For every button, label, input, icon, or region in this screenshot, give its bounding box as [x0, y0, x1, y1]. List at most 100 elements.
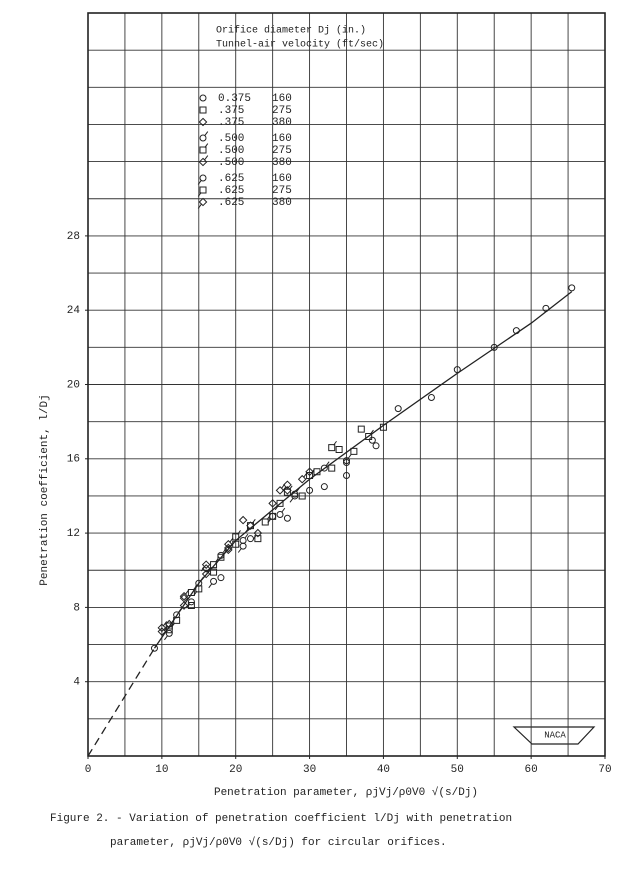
- data-point: [239, 533, 249, 544]
- x-tick-label: 70: [598, 764, 611, 776]
- y-tick-label: 28: [67, 231, 80, 243]
- data-point: [164, 619, 174, 631]
- legend-velocity: 160: [272, 93, 292, 105]
- legend-velocity: 275: [272, 145, 292, 157]
- legend-velocity: 380: [272, 197, 292, 209]
- legend-velocity: 380: [272, 157, 292, 169]
- legend-diameter: .500: [218, 145, 244, 157]
- y-tick-label: 8: [73, 602, 80, 614]
- caption-line: Figure 2. - Variation of penetration coe…: [50, 813, 512, 825]
- legend-marker: [199, 94, 207, 102]
- data-point: [490, 343, 498, 351]
- legend-diameter: 0.375: [218, 93, 251, 105]
- data-point: [157, 621, 168, 633]
- legend-diameter: .625: [218, 185, 244, 197]
- data-point: [542, 304, 550, 312]
- data-point: [150, 644, 158, 652]
- data-point: [246, 535, 254, 543]
- x-tick-label: 60: [525, 764, 538, 776]
- legend-marker: [198, 155, 209, 167]
- data-point: [245, 522, 254, 533]
- data-point: [210, 568, 218, 576]
- data-point: [267, 512, 277, 524]
- data-point: [193, 585, 203, 596]
- data-point: [379, 423, 387, 431]
- data-point: [252, 528, 263, 540]
- legend-marker: [198, 117, 208, 127]
- data-point: [311, 468, 321, 479]
- data-point: [224, 537, 234, 549]
- fit-line: [153, 291, 573, 649]
- legend-diameter: .500: [218, 133, 244, 145]
- legend-header: Tunnel-air velocity (ft/sec): [216, 39, 384, 51]
- y-axis-label: Penetration coefficient, l/Dj: [39, 394, 51, 585]
- data-point: [453, 366, 461, 374]
- data-point: [171, 616, 181, 628]
- data-point: [232, 530, 241, 541]
- data-point: [289, 492, 299, 503]
- legend-marker: [197, 174, 207, 185]
- legend-marker: [199, 131, 209, 142]
- x-tick-label: 0: [85, 764, 92, 776]
- data-point: [238, 515, 248, 525]
- legend-diameter: .625: [218, 173, 244, 185]
- data-point: [320, 461, 330, 472]
- data-point: [200, 560, 211, 572]
- data-point: [223, 543, 233, 555]
- data-point: [427, 394, 435, 401]
- data-point: [275, 483, 286, 495]
- data-point: [343, 472, 351, 479]
- y-tick-label: 20: [67, 379, 80, 391]
- data-point: [283, 514, 291, 522]
- legend-marker: [197, 197, 208, 209]
- data-point: [283, 485, 293, 496]
- data-point: [343, 453, 352, 465]
- data-point: [179, 589, 190, 601]
- logo: NACA: [544, 730, 566, 740]
- data-point: [335, 446, 343, 454]
- data-point: [282, 480, 292, 492]
- data-point: [372, 442, 380, 450]
- data-point: [298, 492, 306, 500]
- data-point: [328, 464, 336, 472]
- y-tick-label: 16: [67, 454, 80, 466]
- extrapolation-line: [87, 647, 156, 757]
- data-point: [297, 472, 308, 484]
- legend-diameter: .500: [218, 157, 244, 169]
- data-point: [186, 598, 195, 609]
- legend-velocity: 160: [272, 173, 292, 185]
- data-point: [232, 540, 240, 548]
- data-point: [215, 553, 225, 564]
- legend-marker: [197, 186, 207, 197]
- legend-velocity: 275: [272, 105, 292, 117]
- x-tick-label: 50: [451, 764, 464, 776]
- data-point: [274, 499, 284, 511]
- logo-wing: [512, 726, 596, 745]
- legend-diameter: .375: [218, 117, 244, 129]
- data-point: [368, 436, 376, 444]
- data-point: [394, 405, 402, 413]
- data-point: [237, 542, 247, 553]
- legend-velocity: 275: [272, 185, 292, 197]
- x-tick-label: 30: [303, 764, 316, 776]
- data-point: [568, 284, 576, 292]
- data-point: [268, 499, 277, 508]
- legend-velocity: 380: [272, 117, 292, 129]
- data-point: [512, 327, 520, 335]
- data-point: [178, 601, 189, 613]
- x-axis-label: Penetration parameter, ρjVj/ρ0V0 √(s/Dj): [214, 786, 478, 799]
- y-tick-label: 12: [67, 528, 80, 540]
- data-point: [208, 577, 218, 589]
- legend-diameter: .375: [218, 105, 244, 117]
- data-point: [217, 574, 225, 582]
- data-point: [328, 440, 337, 452]
- x-tick-label: 40: [377, 764, 390, 776]
- y-tick-label: 4: [73, 677, 80, 689]
- legend-velocity: 160: [272, 133, 292, 145]
- legend-diameter: .625: [218, 197, 244, 209]
- data-point: [164, 629, 173, 641]
- legend-header: Orifice diameter Dj (in.): [216, 25, 366, 37]
- data-point: [320, 483, 328, 491]
- data-point: [365, 429, 374, 441]
